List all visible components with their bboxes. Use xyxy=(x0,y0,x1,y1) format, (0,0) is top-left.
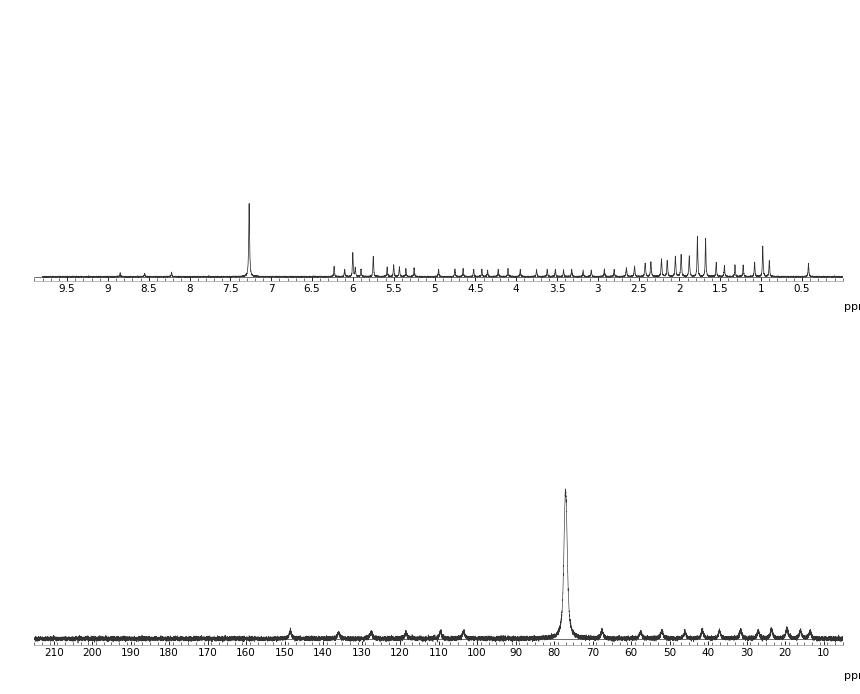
Text: ppm: ppm xyxy=(845,672,860,682)
Text: ppm: ppm xyxy=(845,302,860,312)
